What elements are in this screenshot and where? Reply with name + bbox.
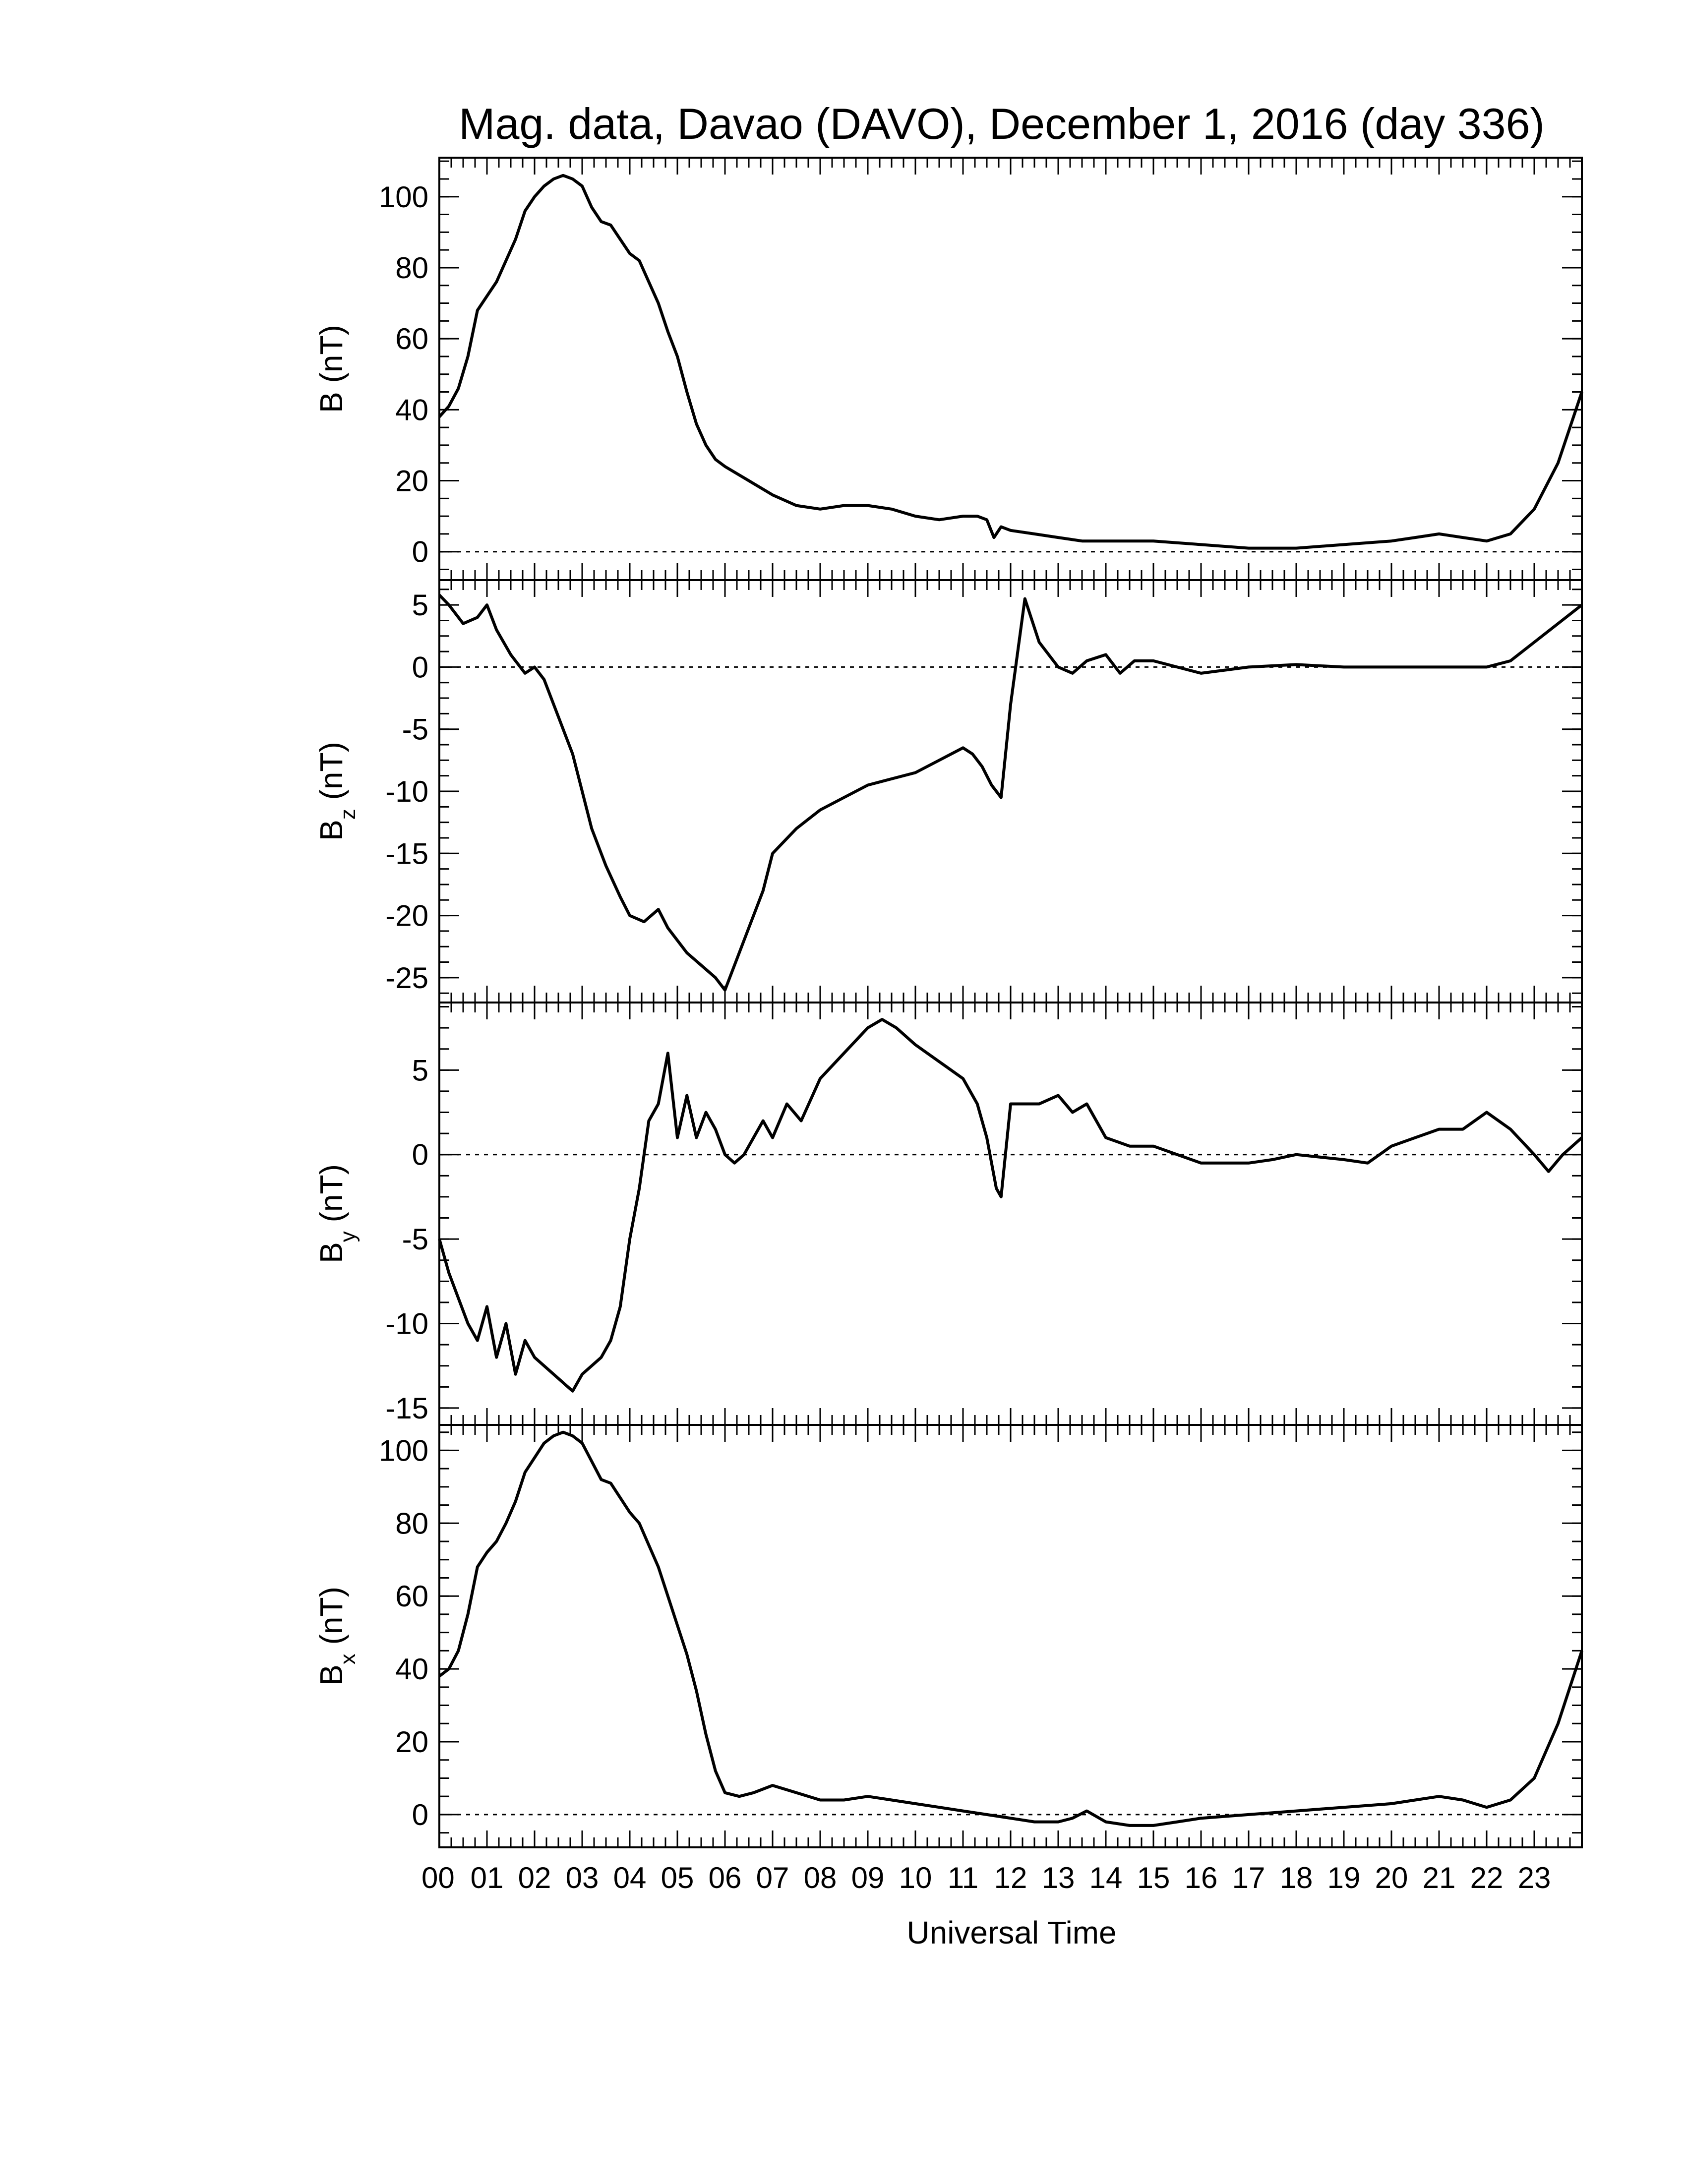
- y-tick-label: -10: [385, 1307, 428, 1341]
- y-axis-label-main: B: [313, 820, 349, 841]
- x-tick-label: 14: [1089, 1861, 1123, 1894]
- y-tick-label: 0: [412, 535, 428, 569]
- y-axis-label: By (nT): [313, 1164, 360, 1263]
- y-tick-label: 80: [395, 251, 428, 285]
- panel-b: 0 20 40 60 80 100 B (nT): [313, 157, 1583, 581]
- panel-bz: 5 0 -5 -10 -15 -20 -25 Bz (nT): [313, 579, 1583, 1003]
- x-tick-label: 17: [1232, 1861, 1265, 1894]
- panels: 0 20 40 60 80 100 B (nT) 5 0 -5 -10 -15 -20 -25 Bz (nT…: [313, 157, 1583, 1848]
- y-axis-label: Bx (nT): [313, 1587, 360, 1686]
- y-axis-label-unit: (nT): [313, 325, 349, 392]
- x-axis-labels: 00 01 02 03 04 05 06 07 08 09 10 11 12 13 14 15 16 17 18 19…: [422, 1861, 1551, 1894]
- y-tick-label: 20: [395, 465, 428, 498]
- y-tick-label: 0: [412, 1798, 428, 1831]
- x-axis-title: Universal Time: [906, 1915, 1116, 1950]
- x-tick-label: 08: [804, 1861, 837, 1894]
- y-tick-label: 20: [395, 1725, 428, 1759]
- y-axis-label: B (nT): [313, 325, 349, 413]
- y-tick-label: -25: [385, 961, 428, 995]
- panel-frame: [438, 579, 1583, 1003]
- x-tick-label: 09: [851, 1861, 885, 1894]
- y-axis-label: Bz (nT): [313, 742, 360, 841]
- y-tick-label: -5: [402, 1223, 428, 1256]
- y-tick-label: -5: [402, 713, 428, 746]
- series-line-b: [438, 174, 1583, 550]
- series-line-by: [438, 1018, 1583, 1393]
- y-axis-label-main: B: [313, 1664, 349, 1686]
- y-tick-label: -15: [385, 1392, 428, 1425]
- y-tick-label: 5: [412, 1054, 428, 1087]
- panel-by: 5 0 -5 -10 -15 By (nT): [313, 1002, 1583, 1426]
- x-tick-label: 00: [422, 1861, 455, 1894]
- y-tick-label: 40: [395, 393, 428, 426]
- x-tick-label: 01: [471, 1861, 504, 1894]
- x-tick-label: 15: [1137, 1861, 1170, 1894]
- y-tick-label: 60: [395, 1580, 428, 1613]
- x-tick-label: 21: [1423, 1861, 1456, 1894]
- x-tick-label: 23: [1518, 1861, 1551, 1894]
- y-axis-label-unit: (nT): [313, 1164, 349, 1231]
- x-tick-label: 11: [948, 1861, 978, 1894]
- x-tick-label: 22: [1470, 1861, 1504, 1894]
- y-tick-label: 5: [412, 589, 428, 622]
- y-tick-label: -20: [385, 899, 428, 933]
- y-tick-label: 0: [412, 650, 428, 684]
- x-tick-label: 18: [1280, 1861, 1313, 1894]
- series-line-bx: [438, 1430, 1583, 1827]
- y-axis-label-unit: (nT): [313, 1587, 349, 1653]
- panel-bx: 0 20 40 60 80 100 Bx (nT): [313, 1424, 1583, 1848]
- y-tick-label: 40: [395, 1653, 428, 1686]
- y-tick-label: -10: [385, 775, 428, 808]
- y-tick-label: 0: [412, 1138, 428, 1172]
- y-tick-label: 100: [379, 180, 428, 214]
- y-tick-label: -15: [385, 837, 428, 870]
- y-axis-label-main: B: [313, 392, 349, 413]
- panel-frame: [438, 1002, 1583, 1426]
- y-axis-label-sub: x: [336, 1653, 360, 1664]
- x-tick-label: 04: [613, 1861, 647, 1894]
- y-axis-label-sub: y: [336, 1231, 360, 1242]
- x-tick-label: 07: [756, 1861, 789, 1894]
- x-tick-label: 05: [661, 1861, 694, 1894]
- x-tick-label: 12: [994, 1861, 1027, 1894]
- y-axis-label-sub: z: [336, 809, 360, 820]
- y-tick-label: 60: [395, 322, 428, 355]
- x-tick-label: 03: [566, 1861, 599, 1894]
- x-tick-label: 02: [518, 1861, 551, 1894]
- y-axis-label-main: B: [313, 1242, 349, 1263]
- panel-frame: [438, 1424, 1583, 1848]
- x-tick-label: 20: [1375, 1861, 1408, 1894]
- series-line-bz: [438, 594, 1583, 992]
- y-tick-label: 100: [379, 1434, 428, 1467]
- y-tick-label: 80: [395, 1507, 428, 1540]
- x-tick-label: 06: [709, 1861, 742, 1894]
- chart-title: Mag. data, Davao (DAVO), December 1, 201…: [459, 99, 1545, 148]
- x-tick-label: 10: [899, 1861, 932, 1894]
- x-tick-label: 16: [1185, 1861, 1218, 1894]
- y-axis-label-unit: (nT): [313, 742, 349, 809]
- panel-frame: [438, 157, 1583, 581]
- x-tick-label: 19: [1327, 1861, 1361, 1894]
- x-tick-label: 13: [1042, 1861, 1075, 1894]
